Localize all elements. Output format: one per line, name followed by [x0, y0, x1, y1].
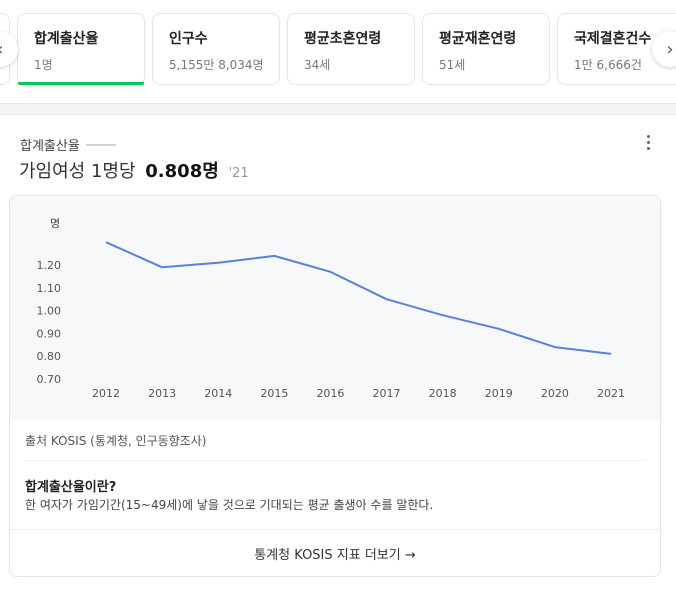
source-text: 출처 KOSIS (통계청, 인구동향조사) — [25, 434, 207, 448]
y-tick-label: 0.70 — [37, 373, 62, 386]
definition-text: 한 여자가 가임기간(15~49세)에 낳을 것으로 기대되는 평균 출생아 수… — [25, 498, 434, 512]
tab-first-marriage-age[interactable]: 평균초혼연령 34세 — [287, 13, 415, 85]
tab-value: 51세 — [439, 58, 466, 72]
tab-label: 합계출산율 — [34, 31, 99, 47]
stat-card: 합계출산율 가임여성 1명당 0.808명 '21 명 0.70 0.80 0.90… — [0, 114, 676, 589]
stat-tabs: 합계출산율 1명 인구수 5,155만 8,034명 평균초혼연령 34세 평균… — [0, 0, 676, 104]
tab-birth-rate[interactable]: 합계출산율 1명 — [17, 13, 145, 85]
y-tick-label: 0.90 — [37, 327, 62, 340]
definition-title: 합계출산율이란? — [25, 480, 117, 495]
chevron-left-icon: ‹ — [0, 39, 4, 60]
chart-card: 명 0.70 0.80 0.90 1.00 1.10 1.20 2012 2013 2014 20… — [9, 195, 661, 577]
x-tick-label: 2021 — [597, 387, 625, 400]
stat-tabs-bar: 합계출산율 1명 인구수 5,155만 8,034명 평균초혼연령 34세 평균… — [0, 0, 676, 104]
chevron-right-icon: › — [666, 38, 674, 60]
tab-label: 인구수 — [169, 31, 208, 47]
divider — [10, 529, 660, 530]
y-tick-label: 0.80 — [37, 350, 62, 363]
tab-label: 평균재혼연령 — [439, 31, 517, 47]
active-tab-indicator — [18, 82, 144, 85]
next-tabs-button[interactable]: › — [652, 31, 676, 67]
line-chart: 명 0.70 0.80 0.90 1.00 1.10 1.20 2012 2013 2014 20… — [37, 217, 626, 400]
divider — [25, 460, 645, 461]
stat-name: 합계출산율 — [20, 139, 80, 154]
chart-area: 명 0.70 0.80 0.90 1.00 1.10 1.20 2012 2013 2014 20… — [10, 196, 660, 420]
x-tick-label: 2014 — [204, 387, 232, 400]
stat-headline: 가임여성 1명당 0.808명 '21 — [19, 157, 249, 183]
stat-header: 합계출산율 — [20, 135, 116, 154]
prev-tabs-button[interactable]: ‹ — [0, 31, 18, 67]
headline-prefix: 가임여성 1명당 — [19, 161, 136, 182]
tab-value: 1만 6,666건 — [574, 58, 642, 72]
x-tick-label: 2017 — [373, 387, 401, 400]
kosis-more-link[interactable]: 통계청 KOSIS 지표 더보기 → — [254, 548, 416, 563]
x-tick-label: 2020 — [541, 387, 569, 400]
x-tick-label: 2012 — [92, 387, 120, 400]
tab-label: 국제결혼건수 — [574, 31, 652, 47]
tab-label: 평균초혼연령 — [304, 31, 382, 47]
x-tick-label: 2013 — [148, 387, 176, 400]
x-tick-label: 2018 — [429, 387, 457, 400]
tab-value: 5,155만 8,034명 — [169, 58, 264, 72]
tab-value: 1명 — [34, 58, 53, 72]
y-tick-label: 1.20 — [37, 259, 62, 272]
y-tick-label: 1.10 — [37, 282, 62, 295]
x-tick-label: 2019 — [485, 387, 513, 400]
x-tick-label: 2015 — [260, 387, 288, 400]
tab-value: 34세 — [304, 58, 331, 72]
tab-remarriage-age[interactable]: 평균재혼연령 51세 — [422, 13, 550, 85]
tab-population[interactable]: 인구수 5,155만 8,034명 — [152, 13, 280, 85]
y-tick-label: 1.00 — [37, 305, 62, 318]
legend-line — [85, 143, 116, 146]
more-options-icon[interactable] — [640, 133, 656, 151]
x-tick-label: 2016 — [316, 387, 344, 400]
y-axis-label: 명 — [50, 217, 60, 230]
series-line — [105, 241, 612, 355]
headline-year: '21 — [228, 166, 249, 181]
headline-value: 0.808명 — [145, 161, 219, 182]
